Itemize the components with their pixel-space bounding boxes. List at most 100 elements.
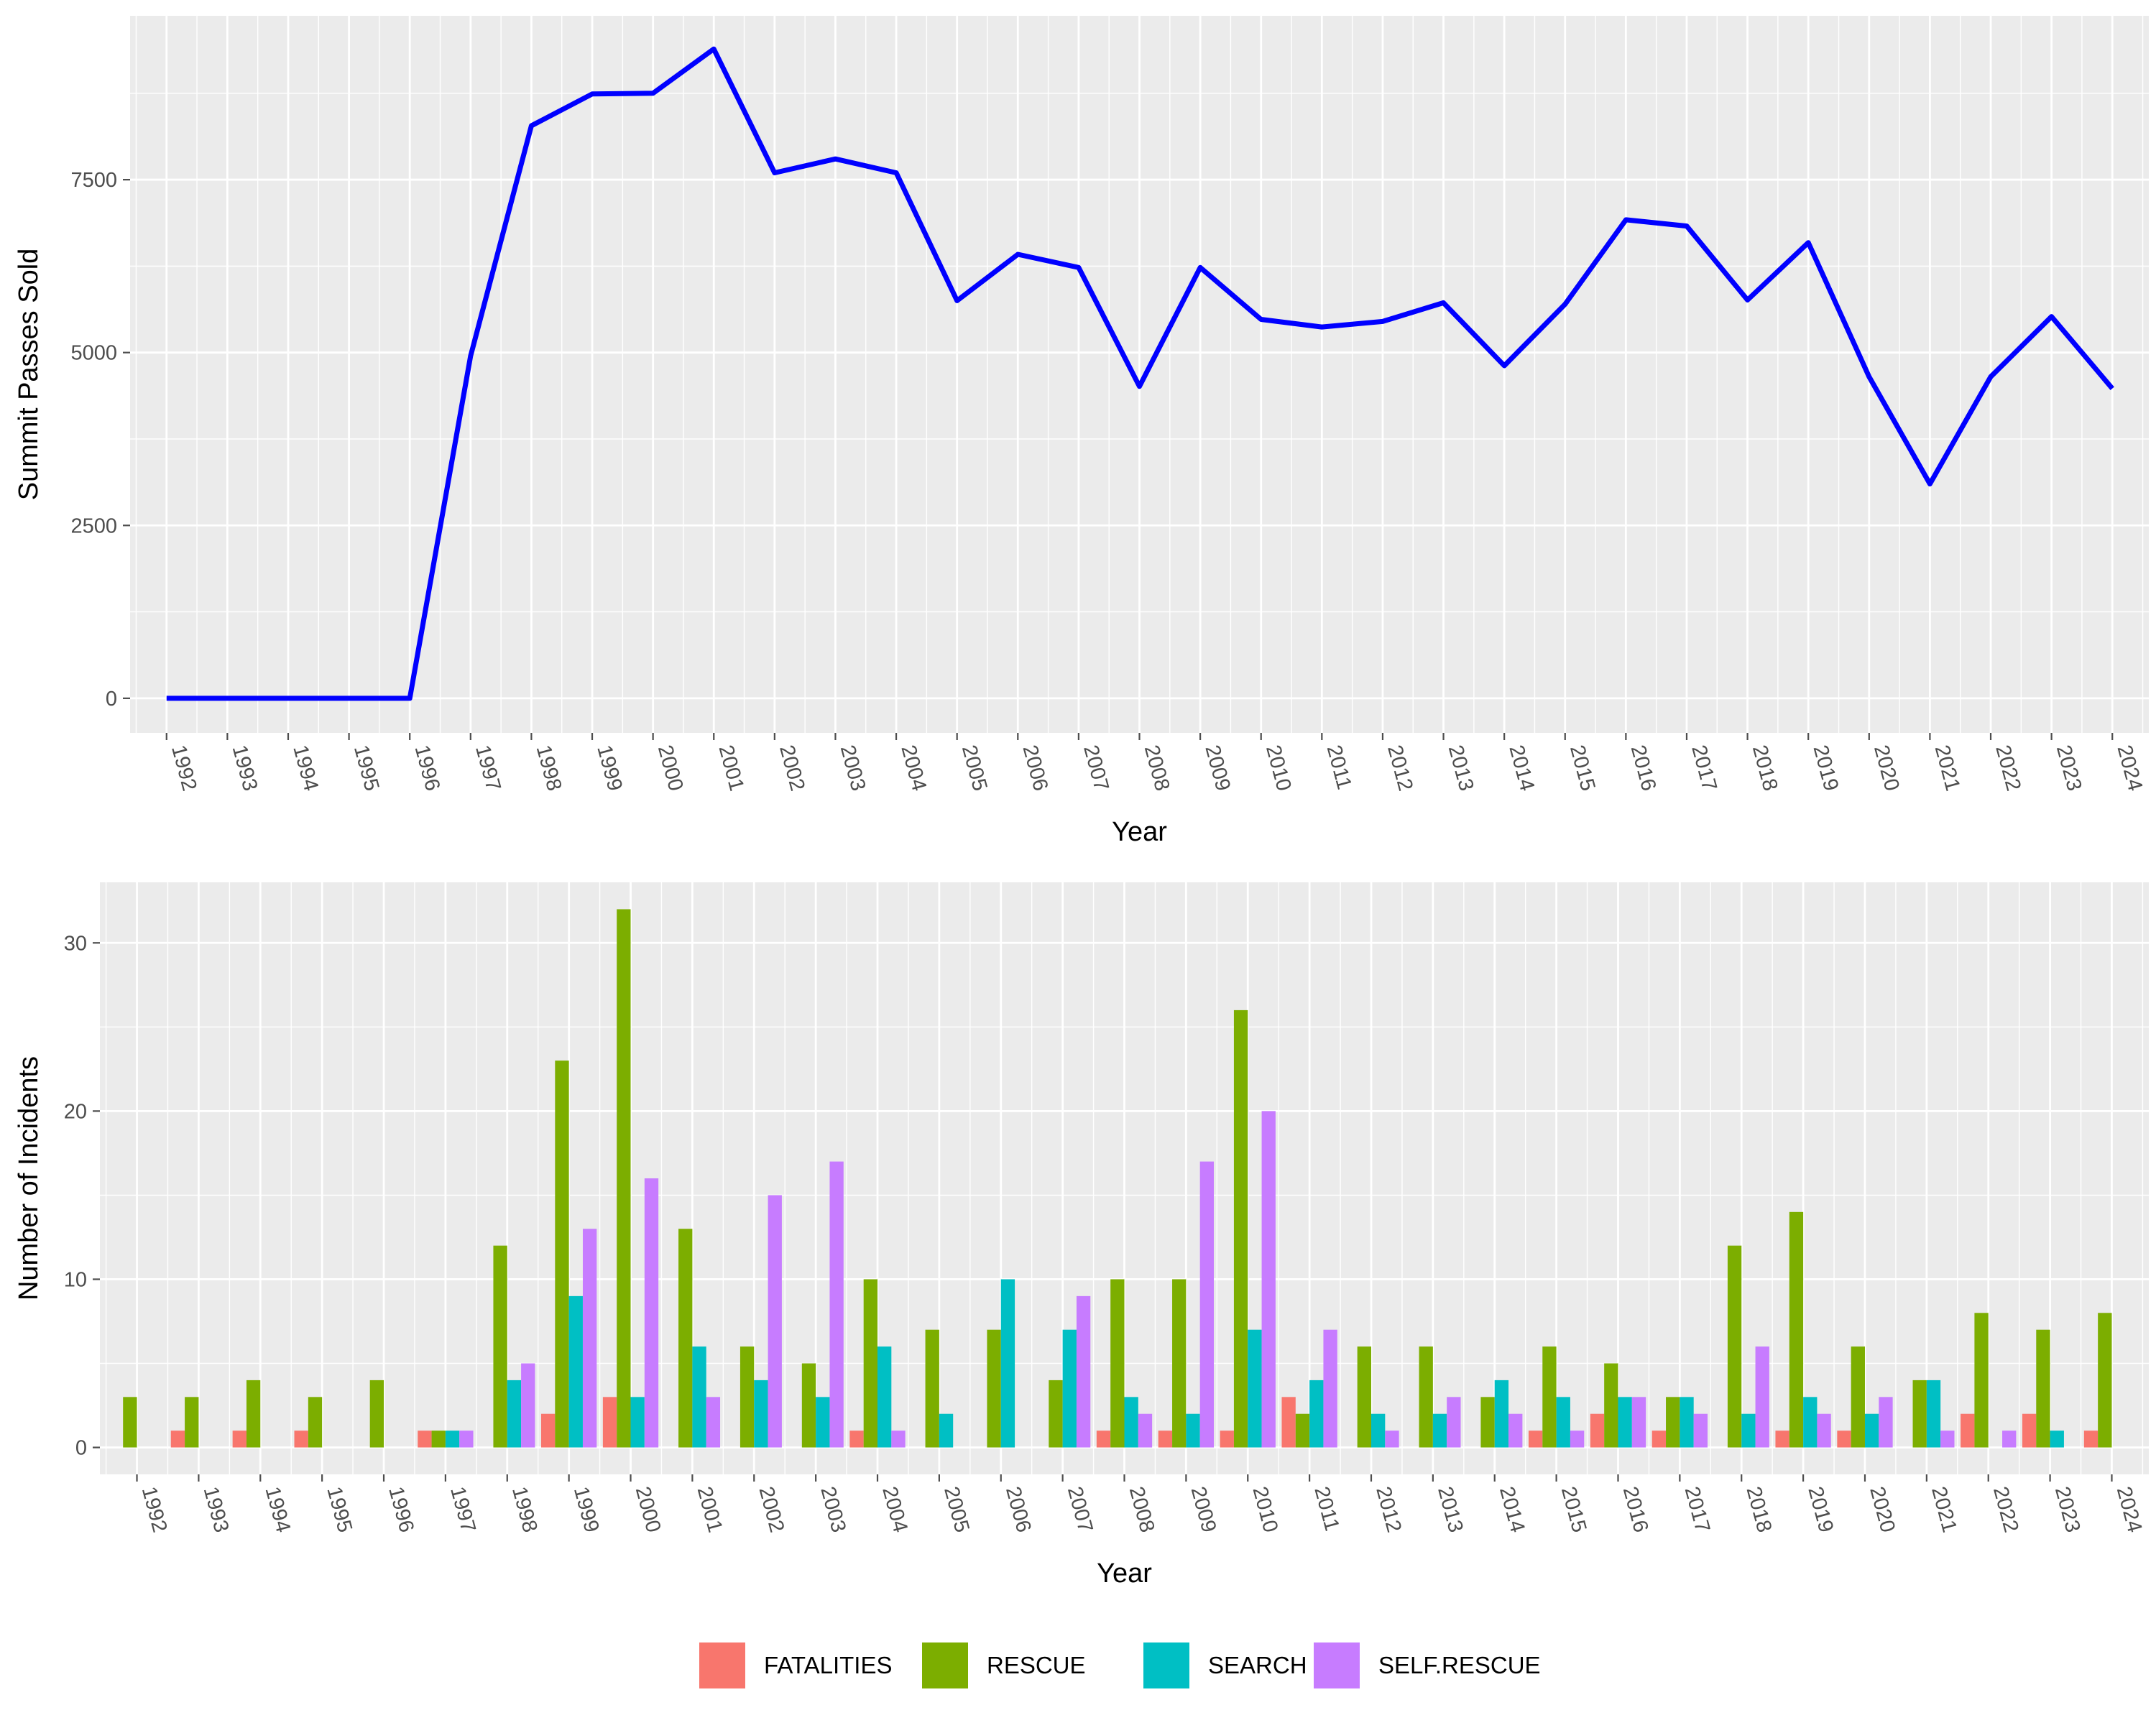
bar-search <box>816 1397 830 1448</box>
x-tick-label: 1993 <box>228 743 262 794</box>
x-tick-label: 2002 <box>775 743 809 794</box>
bar-fatalities <box>2083 1431 2099 1448</box>
bar-rescue <box>2036 1329 2050 1448</box>
bar-rescue <box>1419 1346 1433 1448</box>
x-tick-label: 2020 <box>1869 743 1904 794</box>
x-tick-label: 2000 <box>653 743 688 794</box>
bar-search <box>1432 1413 1447 1448</box>
x-tick-label: 2005 <box>957 743 992 794</box>
bar-fatalities <box>2022 1413 2037 1448</box>
bar-self-rescue <box>1570 1431 1585 1448</box>
x-tick-label: 2001 <box>714 743 748 794</box>
x-tick-label: 2009 <box>1187 1484 1221 1535</box>
x-tick-label: 2011 <box>1322 743 1356 793</box>
bar-rescue <box>555 1061 569 1448</box>
x-tick-label: 1992 <box>167 743 201 794</box>
bar-rescue <box>1727 1245 1742 1448</box>
bar-search <box>1741 1413 1756 1448</box>
bar-rescue <box>123 1397 137 1448</box>
bar-fatalities <box>849 1431 864 1448</box>
x-tick-label: 2007 <box>1079 743 1113 794</box>
bar-search <box>1186 1413 1200 1448</box>
bar-rescue <box>493 1245 507 1448</box>
bar-rescue <box>925 1329 939 1448</box>
legend-item: SEARCH <box>1142 1641 1307 1690</box>
x-tick-label: 2019 <box>1808 743 1843 794</box>
bar-fatalities <box>1961 1413 1975 1448</box>
x-tick-label: 1994 <box>288 743 323 794</box>
bar-self-rescue <box>1323 1329 1337 1448</box>
x-tick-label: 2014 <box>1495 1484 1529 1535</box>
legend-key <box>1142 1641 1191 1690</box>
bar-fatalities <box>1528 1431 1543 1448</box>
x-tick-label: 2024 <box>2112 743 2147 794</box>
bar-search <box>1556 1397 1570 1448</box>
bar-self-rescue <box>1755 1346 1769 1448</box>
bar-rescue <box>431 1431 446 1448</box>
bar-search <box>1864 1413 1879 1448</box>
bar-search <box>568 1295 583 1448</box>
y-tick-label: 30 <box>64 932 87 955</box>
y-tick-label: 5000 <box>70 342 117 365</box>
bar-rescue <box>1110 1279 1125 1448</box>
bar-search <box>445 1431 460 1448</box>
x-tick-label: 2016 <box>1626 743 1661 794</box>
bar-fatalities <box>418 1431 432 1448</box>
bar-fatalities <box>170 1431 185 1448</box>
y-tick-label: 7500 <box>70 169 117 192</box>
x-tick-label: 2012 <box>1371 1484 1406 1535</box>
x-tick-label: 2021 <box>1930 743 1965 794</box>
bar-self-rescue <box>1199 1161 1215 1448</box>
bar-search <box>939 1413 954 1448</box>
legend: FATALITIES RESCUE SEARCH SELF.RESCUE <box>698 1641 1541 1690</box>
bar-search <box>1680 1397 1694 1448</box>
bar-search <box>1000 1279 1015 1448</box>
x-tick-label: 1993 <box>199 1484 234 1535</box>
x-tick-label: 1992 <box>137 1484 172 1535</box>
bar-rescue <box>308 1397 323 1448</box>
bar-rescue <box>1357 1346 1371 1448</box>
bar-self-rescue <box>1631 1397 1646 1448</box>
legend-label: FATALITIES <box>764 1652 893 1678</box>
bar-search <box>1803 1397 1818 1448</box>
x-tick-label: 2016 <box>1618 1484 1653 1535</box>
bar-rescue <box>1666 1397 1680 1448</box>
bar-search <box>1370 1413 1386 1448</box>
line-series <box>166 46 2114 701</box>
x-tick-label: 2005 <box>939 1484 974 1535</box>
x-tick-label: 2007 <box>1063 1484 1097 1535</box>
x-tick-label: 2022 <box>1991 743 2025 794</box>
bar-rescue <box>1172 1279 1187 1448</box>
bar-rescue <box>987 1329 1001 1448</box>
bar-self-rescue <box>1879 1397 1893 1448</box>
bar-rescue <box>1542 1346 1557 1448</box>
x-tick-label: 2011 <box>1309 1484 1343 1534</box>
x-tick-label: 1999 <box>592 743 627 794</box>
legend-label: SEARCH <box>1208 1652 1307 1678</box>
x-tick-label: 1997 <box>471 743 505 794</box>
bar-search <box>630 1397 645 1448</box>
x-tick-label: 2018 <box>1741 1484 1776 1535</box>
bar-self-rescue <box>768 1195 782 1448</box>
x-tick-label: 2009 <box>1200 743 1235 794</box>
x-tick-label: 2010 <box>1248 1484 1282 1535</box>
x-tick-label: 2002 <box>755 1484 789 1535</box>
x-tick-label: 2014 <box>1504 743 1539 794</box>
bar-self-rescue <box>1076 1295 1091 1448</box>
bar-fatalities <box>1651 1431 1667 1448</box>
bar-search <box>692 1346 706 1448</box>
x-tick-label: 1998 <box>507 1484 542 1535</box>
x-tick-label: 2012 <box>1383 743 1417 794</box>
y-tick-label: 0 <box>75 1437 87 1460</box>
x-tick-label: 2020 <box>1865 1484 1899 1535</box>
y-axis-title: Number of Incidents <box>14 1056 44 1300</box>
bar-self-rescue <box>1508 1413 1523 1448</box>
x-tick-label: 2018 <box>1748 743 1782 794</box>
x-tick-label: 1998 <box>532 743 566 794</box>
bar-rescue <box>617 909 631 1448</box>
bar-rescue <box>185 1397 199 1448</box>
x-tick-label: 2023 <box>2050 1484 2085 1535</box>
bar-self-rescue <box>521 1363 535 1448</box>
y-tick-label: 0 <box>106 688 117 711</box>
